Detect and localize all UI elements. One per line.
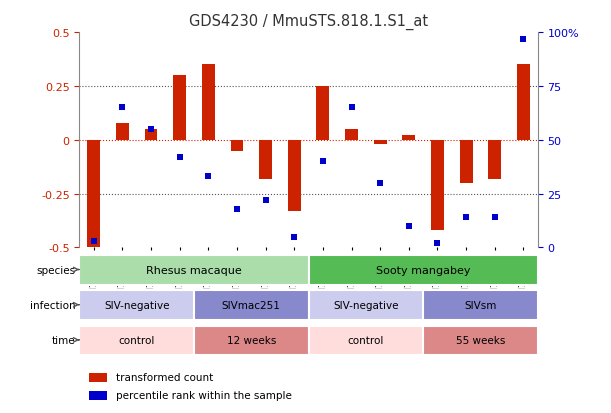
Bar [87, 140, 100, 248]
Text: 55 weeks: 55 weeks [456, 335, 505, 345]
Bar [79, 291, 194, 320]
Bar [374, 140, 387, 145]
Text: Rhesus macaque: Rhesus macaque [146, 265, 242, 275]
Bar [202, 65, 214, 140]
Text: transformed count: transformed count [116, 372, 213, 382]
Bar [79, 256, 309, 285]
Text: infection: infection [29, 300, 75, 310]
Text: SIV-negative: SIV-negative [104, 300, 169, 310]
Bar [288, 140, 301, 211]
Bar [79, 326, 194, 356]
Text: control: control [348, 335, 384, 345]
Text: time: time [51, 335, 75, 345]
Bar [309, 326, 423, 356]
Text: control: control [119, 335, 155, 345]
Bar [89, 391, 107, 400]
Bar [517, 65, 530, 140]
Bar [423, 291, 538, 320]
Bar [194, 326, 309, 356]
Bar [309, 256, 538, 285]
Bar [194, 291, 309, 320]
Bar [174, 76, 186, 140]
Bar [316, 87, 329, 140]
Text: Sooty mangabey: Sooty mangabey [376, 265, 470, 275]
Text: SIVsm: SIVsm [464, 300, 497, 310]
Bar [145, 130, 158, 140]
Bar [230, 140, 243, 151]
Bar [431, 140, 444, 230]
Bar [89, 373, 107, 382]
Text: SIV-negative: SIV-negative [333, 300, 398, 310]
Bar [423, 326, 538, 356]
Text: percentile rank within the sample: percentile rank within the sample [116, 391, 292, 401]
Bar [403, 136, 415, 140]
Text: SIVmac251: SIVmac251 [222, 300, 280, 310]
Text: 12 weeks: 12 weeks [227, 335, 276, 345]
Bar [259, 140, 272, 179]
Bar [309, 291, 423, 320]
Title: GDS4230 / MmuSTS.818.1.S1_at: GDS4230 / MmuSTS.818.1.S1_at [189, 14, 428, 30]
Bar [488, 140, 501, 179]
Bar [116, 123, 129, 140]
Bar [345, 130, 358, 140]
Text: species: species [36, 265, 75, 275]
Bar [459, 140, 472, 183]
